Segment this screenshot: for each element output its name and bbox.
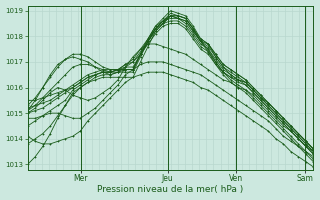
X-axis label: Pression niveau de la mer( hPa ): Pression niveau de la mer( hPa ) <box>98 185 244 194</box>
